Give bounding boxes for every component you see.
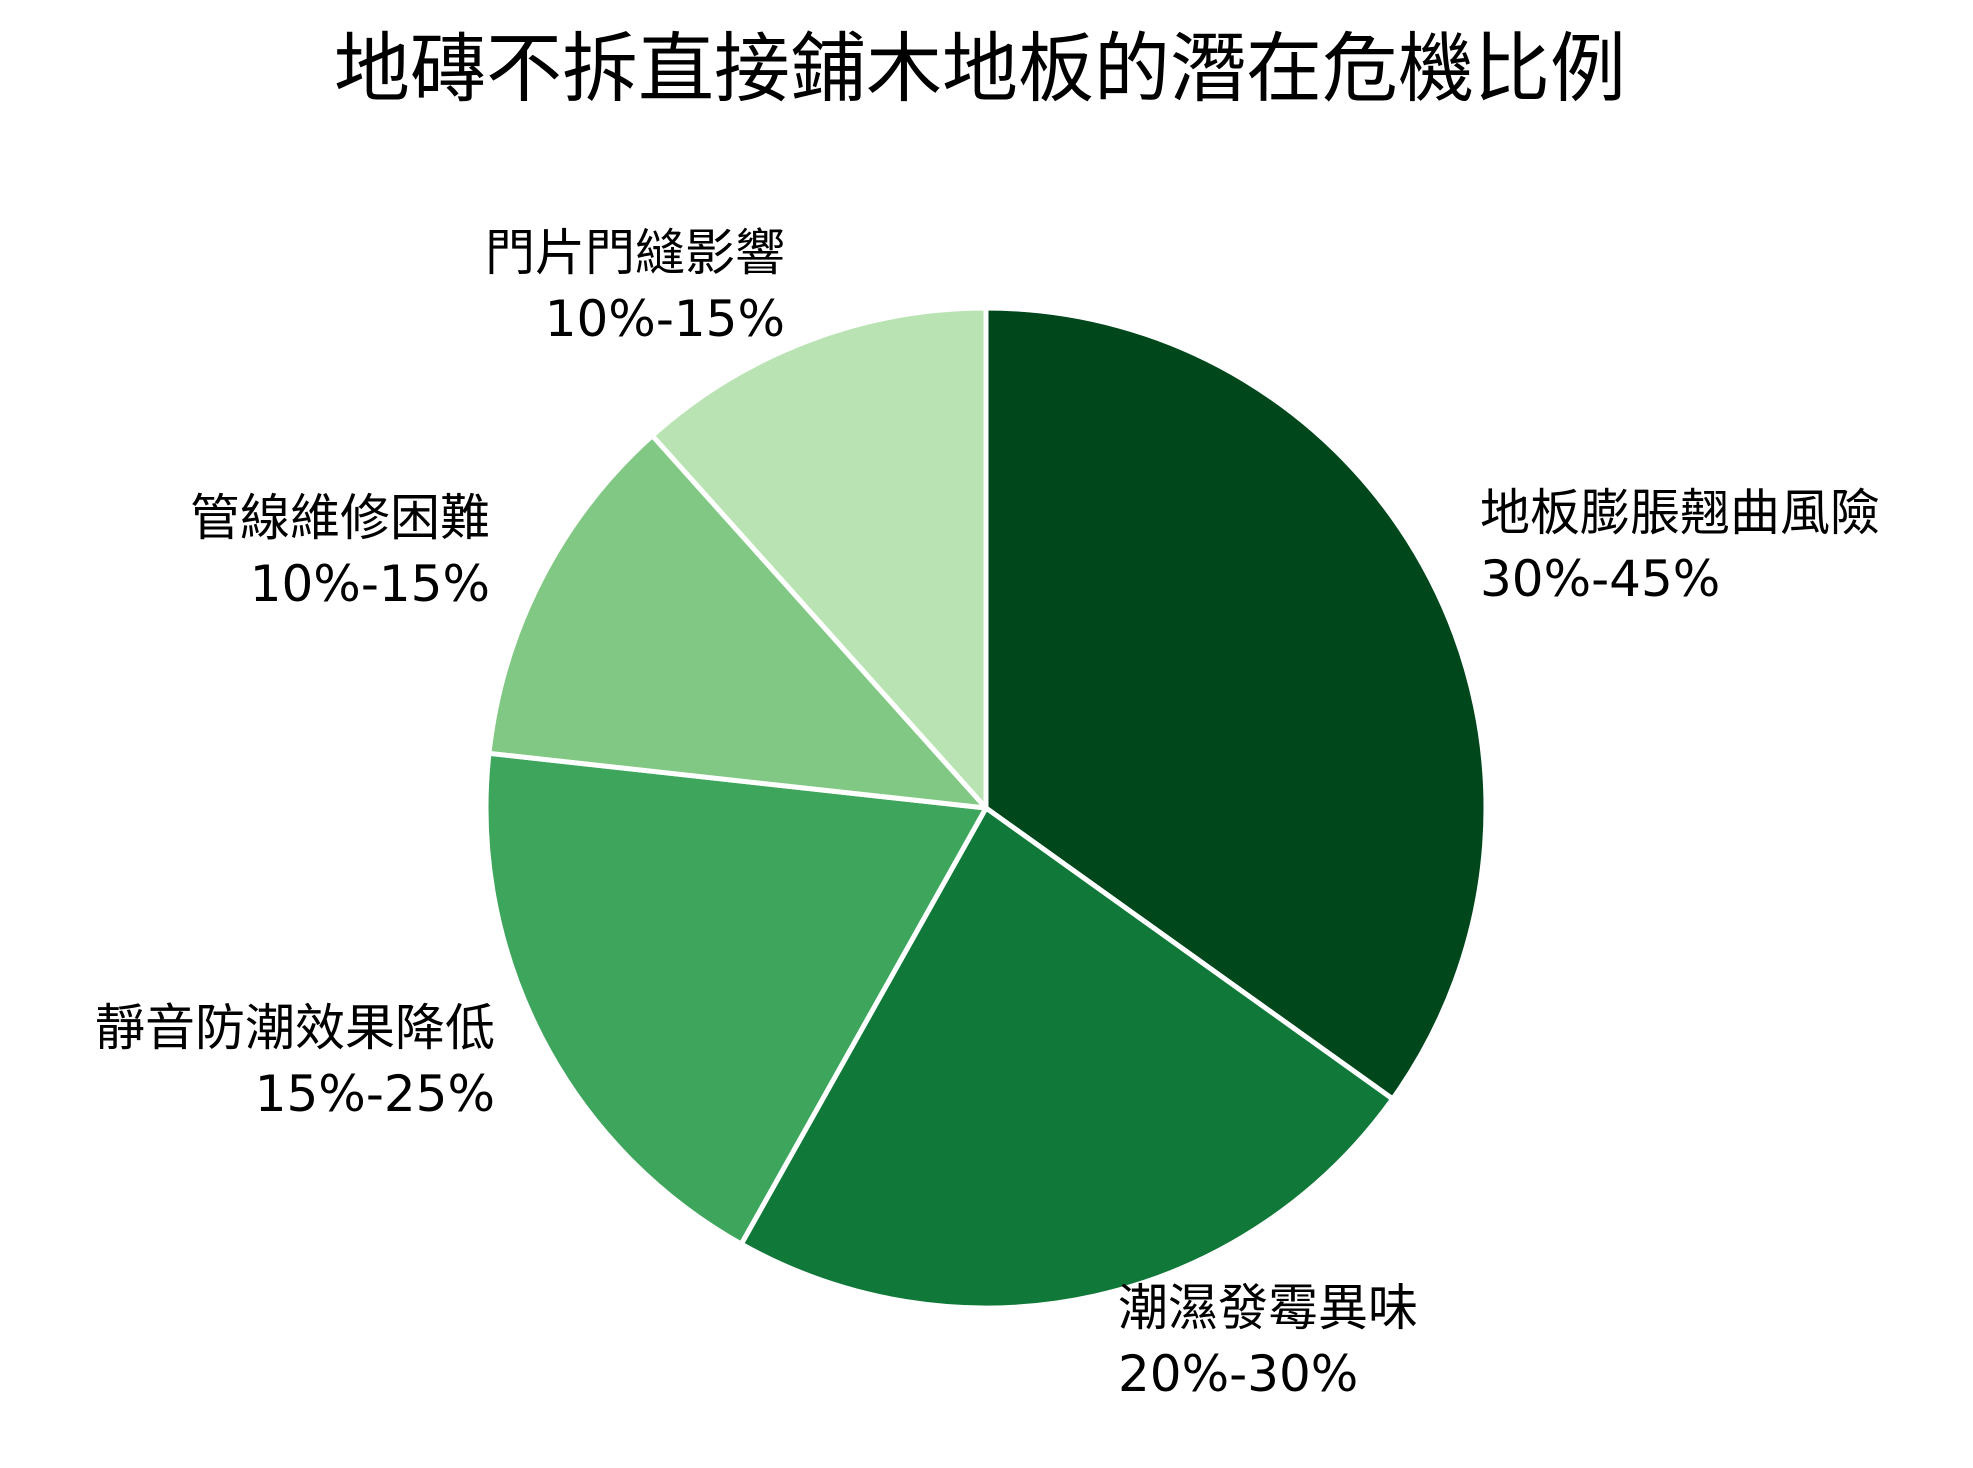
slice-range-3: 15%-25% xyxy=(255,1065,495,1123)
pie-slice-2 xyxy=(738,805,1396,1311)
chart-title: 地磚不拆直接鋪木地板的潛在危機比例 xyxy=(334,24,1626,113)
slice-label-4: 管線維修困難 xyxy=(190,489,490,547)
pie-slice-1 xyxy=(983,305,1489,1102)
pie-slice-4 xyxy=(486,433,989,811)
slice-range-4: 10%-15% xyxy=(250,555,490,613)
pie-slices xyxy=(483,305,1489,1311)
slice-range-2: 20%-30% xyxy=(1118,1345,1358,1403)
slice-label-2: 潮濕發霉異味 xyxy=(1118,1279,1418,1337)
pie-slice-5 xyxy=(649,305,989,811)
pie-slice-3 xyxy=(483,750,989,1247)
slice-label-1: 地板膨脹翹曲風險 xyxy=(1480,484,1880,542)
slice-range-5: 10%-15% xyxy=(545,290,785,348)
pie-labels: 地板膨脹翹曲風險 30%-45% 潮濕發霉異味 20%-30% 靜音防潮效果降低 15%-… xyxy=(95,224,1880,1403)
slice-range-1: 30%-45% xyxy=(1480,550,1720,608)
slice-label-3: 靜音防潮效果降低 xyxy=(95,999,495,1057)
slice-label-5: 門片門縫影響 xyxy=(485,224,785,282)
